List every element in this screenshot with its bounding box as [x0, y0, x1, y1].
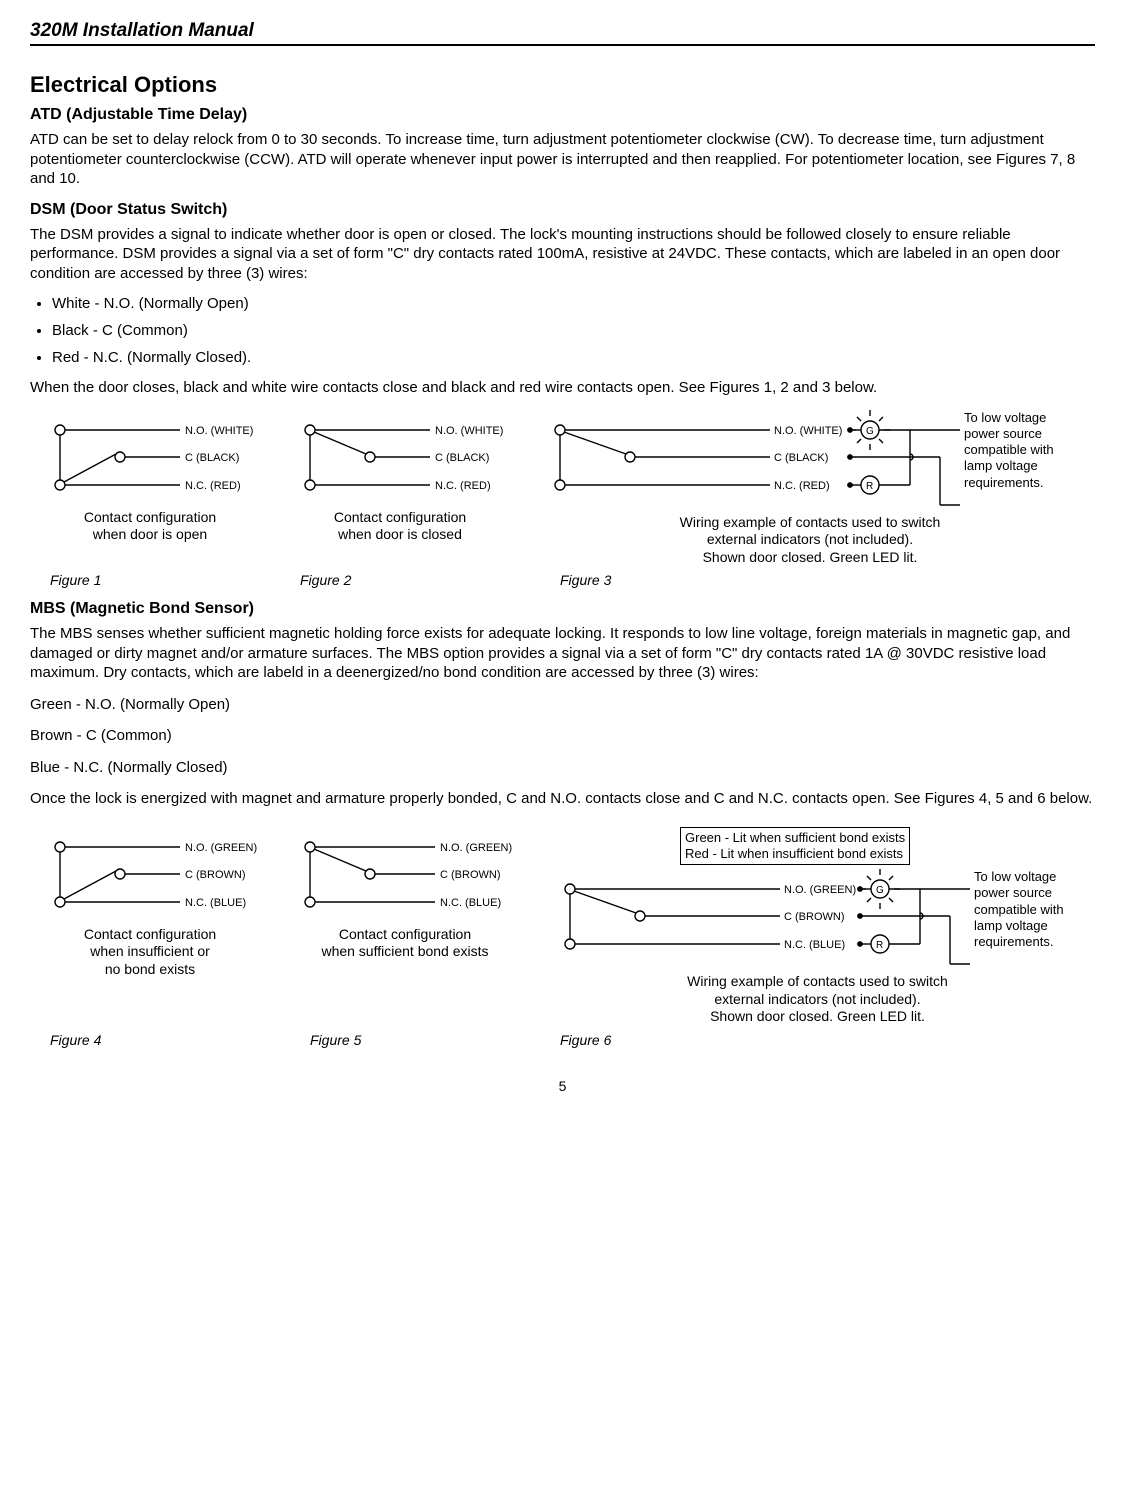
mbs-figure-row: N.O. (GREEN) C (BROWN) N.C. (BLUE) Conta…: [30, 827, 1095, 1026]
figure-2: N.O. (WHITE) C (BLACK) N.C. (RED) Contac…: [280, 410, 520, 544]
atd-body: ATD can be set to delay relock from 0 to…: [30, 130, 1095, 189]
mbs-line0: Green - N.O. (Normally Open): [30, 695, 1095, 715]
fig2-svg: N.O. (WHITE) C (BLACK) N.C. (RED): [280, 410, 520, 505]
fig6-legend: Green - Lit when sufficient bond exists …: [680, 827, 910, 866]
dsm-bullets: White - N.O. (Normally Open) Black - C (…: [52, 295, 1095, 366]
dsm-heading: DSM (Door Status Switch): [30, 201, 1095, 219]
fig1-no-label: N.O. (WHITE): [185, 425, 253, 437]
fig2-nc-label: N.C. (RED): [435, 480, 491, 492]
fig4-nc-label: N.C. (BLUE): [185, 897, 246, 909]
fig5-c-label: C (BROWN): [440, 869, 501, 881]
fig6-g: G: [876, 885, 884, 896]
fig4-no-label: N.O. (GREEN): [185, 842, 257, 854]
fig2-c-label: C (BLACK): [435, 452, 489, 464]
mbs-line1: Brown - C (Common): [30, 726, 1095, 746]
mbs-body1: The MBS senses whether sufficient magnet…: [30, 624, 1095, 683]
fig6-svg: N.O. (GREEN) C (BROWN) N.C. (BLUE) G R: [540, 869, 970, 969]
fig3-label: Figure 3: [530, 572, 611, 588]
doc-title: 320M Installation Manual: [30, 20, 1095, 42]
fig6-caption: Wiring example of contacts used to switc…: [687, 973, 948, 1026]
fig1-svg: N.O. (WHITE) C (BLACK) N.C. (RED): [30, 410, 270, 505]
fig2-label: Figure 2: [280, 572, 530, 588]
header-rule: [30, 44, 1095, 46]
fig4-label: Figure 4: [30, 1032, 280, 1048]
figure-3: N.O. (WHITE) C (BLACK) N.C. (RED) G R To…: [530, 410, 1090, 567]
figure-4: N.O. (GREEN) C (BROWN) N.C. (BLUE) Conta…: [30, 827, 270, 979]
fig5-no-label: N.O. (GREEN): [440, 842, 512, 854]
fig3-note: To low voltage power source compatible w…: [964, 410, 1054, 491]
fig6-r: R: [876, 940, 883, 951]
fig6-nc-label: N.C. (BLUE): [784, 939, 845, 951]
figure-6: Green - Lit when sufficient bond exists …: [540, 827, 1095, 1026]
fig1-nc-label: N.C. (RED): [185, 480, 241, 492]
fig1-label: Figure 1: [30, 572, 280, 588]
fig5-svg: N.O. (GREEN) C (BROWN) N.C. (BLUE): [280, 827, 530, 922]
figure-5: N.O. (GREEN) C (BROWN) N.C. (BLUE) Conta…: [280, 827, 530, 961]
mbs-heading: MBS (Magnetic Bond Sensor): [30, 600, 1095, 618]
fig5-label: Figure 5: [280, 1032, 530, 1048]
fig3-caption: Wiring example of contacts used to switc…: [680, 514, 941, 567]
fig6-c-label: C (BROWN): [784, 911, 845, 923]
fig4-svg: N.O. (GREEN) C (BROWN) N.C. (BLUE): [30, 827, 270, 922]
fig3-r: R: [866, 481, 873, 492]
page-number: 5: [30, 1078, 1095, 1094]
fig3-no-label: N.O. (WHITE): [774, 425, 842, 437]
fig2-caption: Contact configuration when door is close…: [334, 509, 466, 544]
fig3-c-label: C (BLACK): [774, 452, 828, 464]
mbs-figure-labels: Figure 4 Figure 5 Figure 6: [30, 1032, 1095, 1048]
fig6-label: Figure 6: [530, 1032, 611, 1048]
list-item: Black - C (Common): [52, 322, 1095, 339]
fig4-caption: Contact configuration when insufficient …: [84, 926, 216, 979]
fig5-nc-label: N.C. (BLUE): [440, 897, 501, 909]
fig2-no-label: N.O. (WHITE): [435, 425, 503, 437]
atd-heading: ATD (Adjustable Time Delay): [30, 106, 1095, 124]
fig6-no-label: N.O. (GREEN): [784, 884, 856, 896]
mbs-body2: Once the lock is energized with magnet a…: [30, 789, 1095, 809]
list-item: White - N.O. (Normally Open): [52, 295, 1095, 312]
fig4-c-label: C (BROWN): [185, 869, 246, 881]
section-title: Electrical Options: [30, 72, 1095, 98]
dsm-body2: When the door closes, black and white wi…: [30, 378, 1095, 398]
fig1-caption: Contact configuration when door is open: [84, 509, 216, 544]
list-item: Red - N.C. (Normally Closed).: [52, 349, 1095, 366]
fig3-svg: N.O. (WHITE) C (BLACK) N.C. (RED) G R: [530, 410, 960, 510]
fig5-caption: Contact configuration when sufficient bo…: [321, 926, 488, 961]
mbs-line2: Blue - N.C. (Normally Closed): [30, 758, 1095, 778]
dsm-body1: The DSM provides a signal to indicate wh…: [30, 225, 1095, 284]
figure-1: N.O. (WHITE) C (BLACK) N.C. (RED) Contac…: [30, 410, 270, 544]
fig3-nc-label: N.C. (RED): [774, 480, 830, 492]
fig3-g: G: [866, 426, 874, 437]
dsm-figure-labels: Figure 1 Figure 2 Figure 3: [30, 572, 1095, 588]
fig1-c-label: C (BLACK): [185, 452, 239, 464]
fig6-note: To low voltage power source compatible w…: [974, 869, 1064, 950]
dsm-figure-row: N.O. (WHITE) C (BLACK) N.C. (RED) Contac…: [30, 410, 1095, 567]
